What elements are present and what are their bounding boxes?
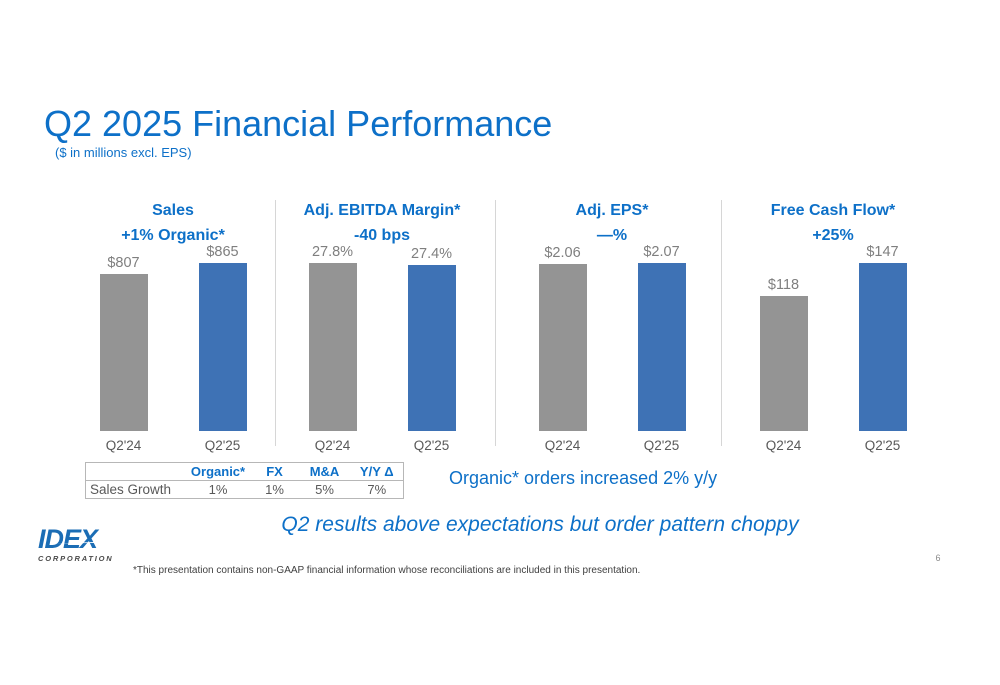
- bar-value-label: $147: [866, 244, 899, 260]
- bar-current-year: [637, 263, 686, 431]
- table-cell-ma: 5%: [315, 482, 334, 497]
- chart-change-label: -40 bps: [353, 227, 410, 244]
- panel-divider: [495, 200, 496, 446]
- chart-panel-eps: Adj. EPS* —% $2.06 $2.07 Q2'24 Q2'25: [502, 200, 722, 453]
- chart-title: Adj. EBITDA Margin*: [303, 202, 461, 219]
- bar-prior-year: [538, 264, 587, 431]
- category-axis: Q2'24 Q2'25: [723, 438, 943, 453]
- table-cell-organic: 1%: [208, 482, 228, 497]
- table-header-blank: [85, 462, 186, 481]
- category-label: Q2'24: [105, 438, 142, 453]
- chart-change-label: —%: [596, 227, 628, 244]
- page-subtitle: ($ in millions excl. EPS): [55, 145, 192, 160]
- bar-value-label: $118: [767, 277, 800, 293]
- bar-current-year: [407, 265, 456, 431]
- bar-column-prior: $118: [735, 277, 832, 431]
- chart-title: Free Cash Flow*: [770, 202, 896, 219]
- bar-column-prior: $807: [75, 255, 172, 431]
- bar-column-current: 27.4%: [383, 246, 480, 431]
- table-row-label: Sales Growth: [90, 482, 172, 497]
- bar-value-label: $865: [206, 244, 239, 260]
- idex-logo: IDEX CORPORATION: [38, 526, 133, 563]
- bar-column-current: $865: [174, 244, 271, 431]
- category-axis: Q2'24 Q2'25: [502, 438, 722, 453]
- orders-note: Organic* orders increased 2% y/y: [449, 468, 718, 488]
- sales-growth-table: Organic* FX M&A Y/Y Δ Sales Growth 1% 1%…: [85, 462, 404, 499]
- category-axis: Q2'24 Q2'25: [272, 438, 492, 453]
- table-header-row: Organic* FX M&A Y/Y Δ: [85, 462, 404, 481]
- chart-panel-ebitda-margin: Adj. EBITDA Margin* -40 bps 27.8% 27.4% …: [272, 200, 492, 453]
- chart-change-label: +25%: [812, 227, 854, 244]
- table-cell-fx: 1%: [265, 482, 284, 497]
- footnote: *This presentation contains non-GAAP fin…: [133, 565, 641, 576]
- bar-current-year: [858, 263, 907, 431]
- bar-column-current: $147: [834, 244, 931, 431]
- bar-group: $118 $147: [723, 231, 943, 431]
- category-label: Q2'25: [204, 438, 241, 453]
- chart-panel-sales: Sales +1% Organic* $807 $865 Q2'24 Q2'25: [63, 200, 283, 453]
- table-header-ma: M&A: [298, 462, 351, 481]
- bar-column-prior: 27.8%: [284, 244, 381, 431]
- panel-divider: [721, 200, 722, 446]
- bar-prior-year: [308, 263, 357, 431]
- chart-title: Sales: [152, 202, 194, 219]
- company-subtitle: CORPORATION: [38, 554, 114, 563]
- page-title: Q2 2025 Financial Performance: [44, 103, 553, 144]
- category-label: Q2'25: [413, 438, 450, 453]
- bar-value-label: 27.4%: [410, 246, 453, 262]
- chart-change-label: +1% Organic*: [121, 227, 225, 244]
- slide-tagline: Q2 results above expectations but order …: [281, 513, 799, 536]
- table-cell-yy-delta: 7%: [367, 482, 387, 497]
- bar-current-year: [198, 263, 247, 431]
- bar-value-label: $2.06: [544, 245, 581, 261]
- category-axis: Q2'24 Q2'25: [63, 438, 283, 453]
- table-header-yy-delta: Y/Y Δ: [350, 462, 404, 481]
- bar-column-prior: $2.06: [514, 245, 611, 431]
- category-label: Q2'24: [544, 438, 581, 453]
- table-header-organic: Organic*: [185, 462, 251, 481]
- category-label: Q2'25: [643, 438, 680, 453]
- company-name-text: IDEX: [38, 524, 98, 554]
- bar-prior-year: [759, 296, 808, 431]
- category-label: Q2'24: [765, 438, 802, 453]
- bar-group: 27.8% 27.4%: [272, 231, 492, 431]
- table-header-fx: FX: [250, 462, 299, 481]
- chart-title: Adj. EPS*: [575, 202, 649, 219]
- company-name: IDEX: [38, 524, 124, 554]
- panel-divider: [275, 200, 276, 446]
- table-row: Sales Growth 1% 1% 5% 7%: [86, 481, 404, 499]
- chart-panel-free-cash-flow: Free Cash Flow* +25% $118 $147 Q2'24 Q2'…: [723, 200, 943, 453]
- bar-value-label: $2.07: [643, 244, 680, 260]
- bar-group: $807 $865: [63, 231, 283, 431]
- category-label: Q2'24: [314, 438, 351, 453]
- bar-group: $2.06 $2.07: [502, 231, 722, 431]
- category-label: Q2'25: [864, 438, 901, 453]
- bar-value-label: 27.8%: [311, 244, 354, 260]
- bar-prior-year: [99, 274, 148, 431]
- page-number: 6: [935, 553, 941, 563]
- bar-value-label: $807: [107, 255, 140, 271]
- bar-column-current: $2.07: [613, 244, 710, 431]
